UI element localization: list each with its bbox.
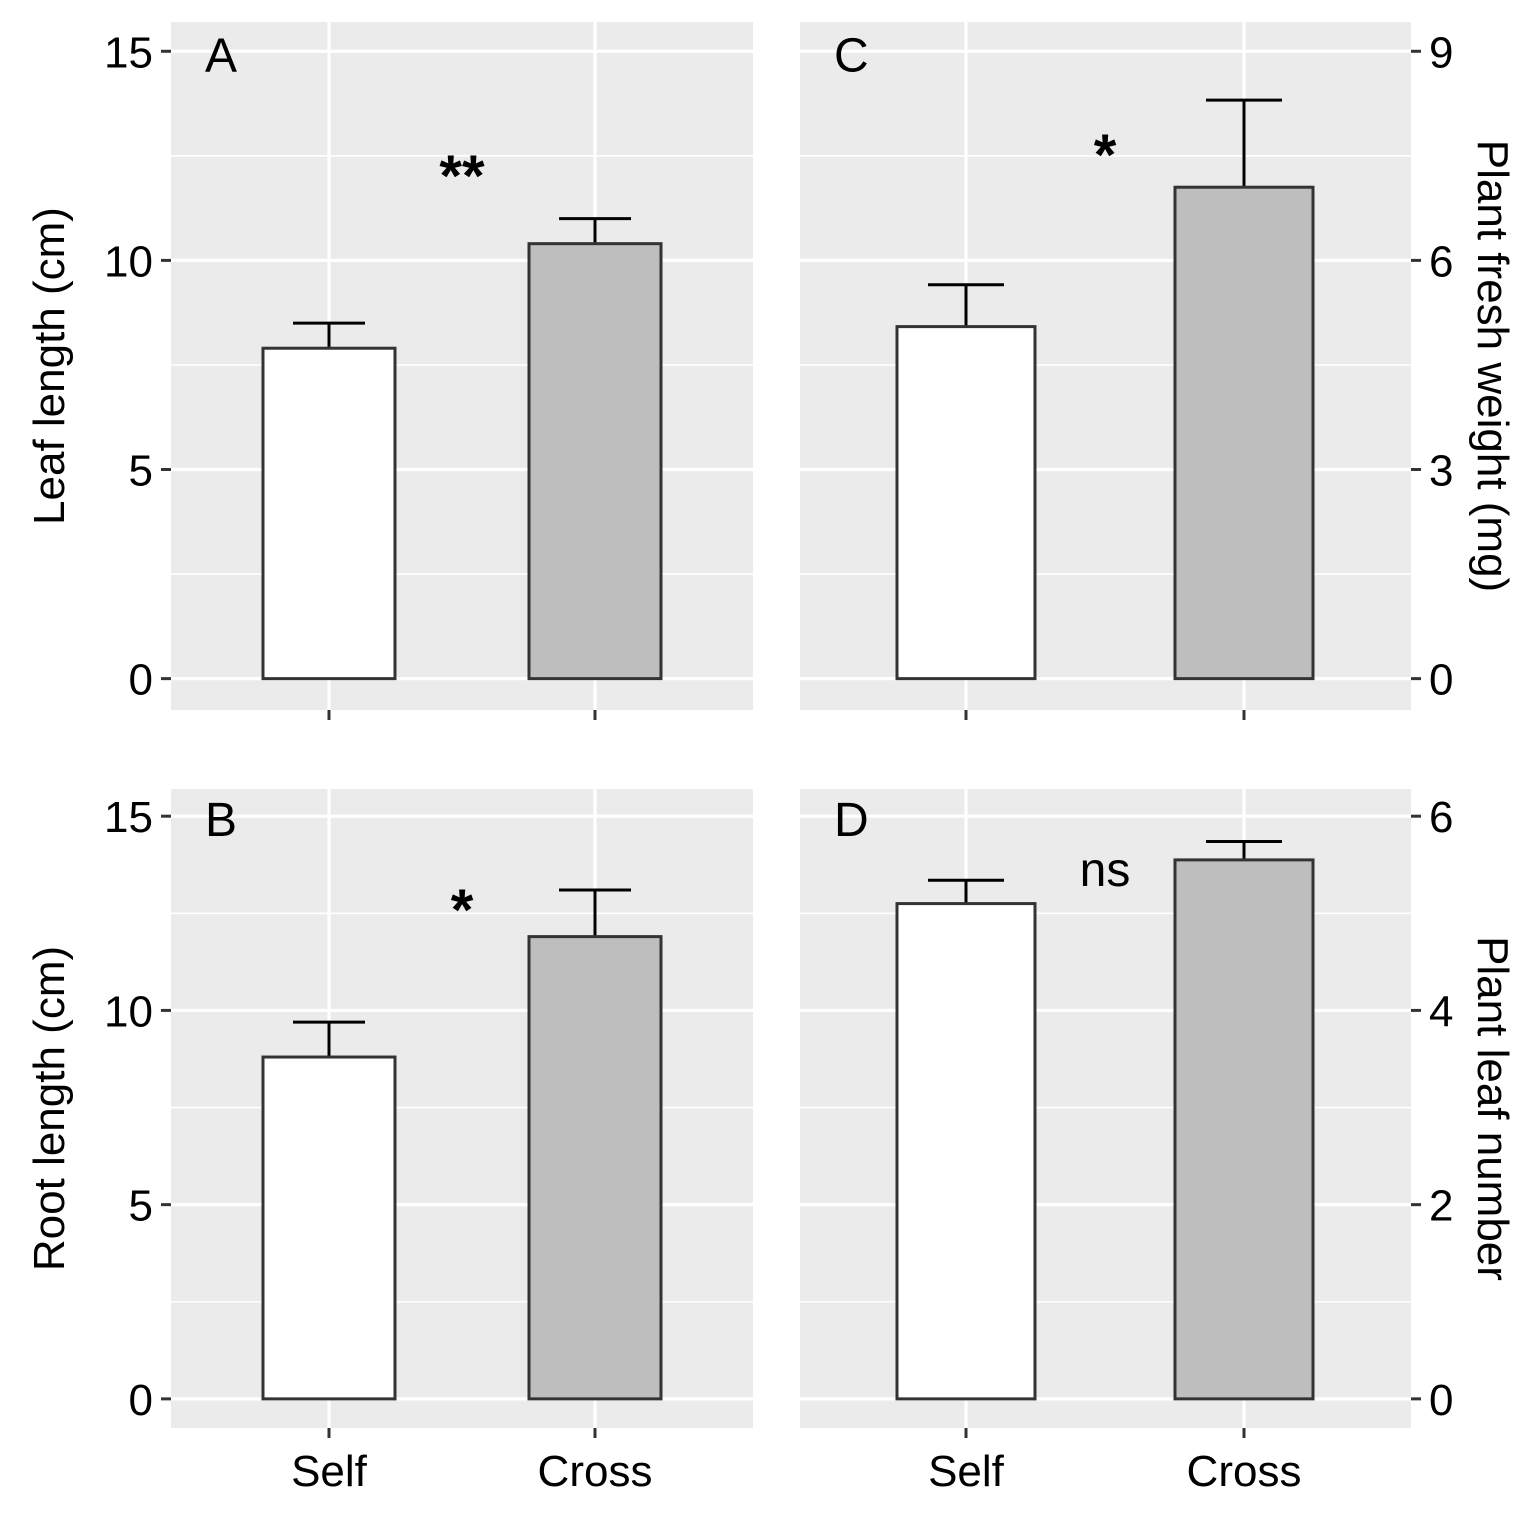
bar-self xyxy=(895,902,1037,1401)
y-tick-label: 15 xyxy=(104,793,153,842)
y-axis-title: Root length (cm) xyxy=(25,946,74,1271)
significance-label: * xyxy=(451,878,474,943)
significance-label: ns xyxy=(1080,844,1131,897)
panel-letter: B xyxy=(205,794,237,847)
bar-self xyxy=(895,325,1037,681)
panel-letter: A xyxy=(205,29,237,82)
y-tick-label: 0 xyxy=(1429,656,1453,705)
bar-cross xyxy=(527,242,663,681)
y-axis-title: Plant leaf number xyxy=(1468,936,1517,1281)
y-tick-label: 0 xyxy=(1429,1376,1453,1425)
y-tick-label: 2 xyxy=(1429,1182,1453,1231)
bar-self xyxy=(261,346,397,681)
panel-a: 0 5 10 15 Leaf length (cm) A ** xyxy=(25,22,753,720)
x-tick-label-self: Self xyxy=(928,1447,1005,1496)
y-tick-label: 9 xyxy=(1429,28,1453,77)
panel-letter: D xyxy=(834,794,869,847)
y-tick-label: 0 xyxy=(129,1376,153,1425)
significance-label: ** xyxy=(439,144,485,209)
y-tick-label: 5 xyxy=(129,447,153,496)
panel-d: 0 2 4 6 Self Cross Plant leaf number Dns xyxy=(800,789,1517,1496)
x-tick-label-cross: Cross xyxy=(1187,1447,1302,1496)
bar-self xyxy=(261,1055,397,1401)
y-axis-title: Plant fresh weight (mg) xyxy=(1468,140,1517,592)
bar-cross xyxy=(1173,858,1315,1401)
panel-b: 0 5 10 15 Self Cross Root length (cm) B * xyxy=(25,789,753,1496)
panel-a-background xyxy=(171,22,753,710)
y-tick-label: 15 xyxy=(104,28,153,77)
y-tick-label: 0 xyxy=(129,656,153,705)
bar-cross xyxy=(527,935,663,1401)
y-tick-label: 6 xyxy=(1429,237,1453,286)
significance-label: * xyxy=(1094,123,1117,188)
x-tick-label-self: Self xyxy=(291,1447,368,1496)
panel-c: 0 3 6 9 Plant fresh weight (mg) C * xyxy=(800,22,1517,720)
bar-cross xyxy=(1173,185,1315,681)
y-tick-label: 4 xyxy=(1429,987,1453,1036)
y-tick-label: 10 xyxy=(104,987,153,1036)
y-axis-title: Leaf length (cm) xyxy=(25,207,74,525)
y-tick-label: 5 xyxy=(129,1182,153,1231)
y-tick-label: 10 xyxy=(104,237,153,286)
panel-letter: C xyxy=(834,29,869,82)
y-tick-label: 6 xyxy=(1429,793,1453,842)
x-tick-label-cross: Cross xyxy=(538,1447,653,1496)
y-tick-label: 3 xyxy=(1429,447,1453,496)
